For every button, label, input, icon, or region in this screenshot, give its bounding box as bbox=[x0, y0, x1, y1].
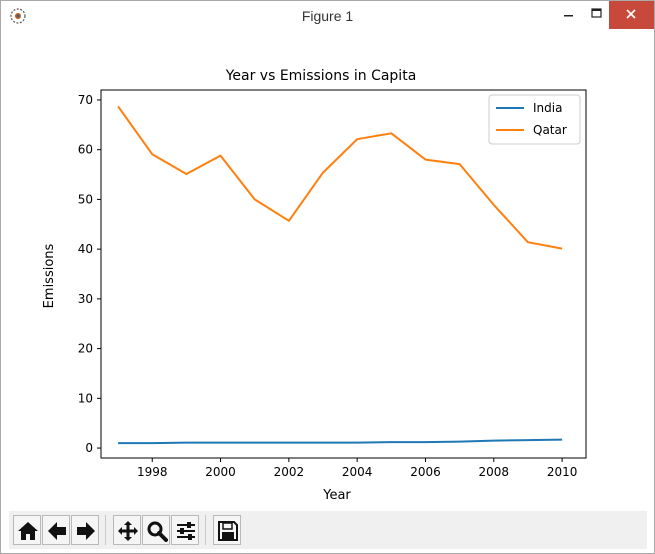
y-tick-label: 70 bbox=[78, 93, 93, 107]
home-button[interactable] bbox=[13, 515, 41, 545]
configure-subplots-button[interactable] bbox=[171, 515, 199, 545]
maximize-icon bbox=[591, 8, 602, 18]
sliders-icon bbox=[177, 522, 195, 540]
close-icon bbox=[626, 9, 636, 19]
series-line-qatar bbox=[117, 105, 563, 250]
save-button[interactable] bbox=[213, 515, 241, 545]
chart-title: Year vs Emissions in Capita bbox=[225, 68, 417, 84]
x-tick-label: 2008 bbox=[479, 465, 510, 479]
x-tick-label: 2000 bbox=[205, 465, 236, 479]
y-tick-label: 10 bbox=[78, 391, 93, 405]
magnifier-icon bbox=[147, 521, 168, 542]
x-tick-label: 1998 bbox=[137, 465, 168, 479]
x-tick-label: 2002 bbox=[274, 465, 305, 479]
close-button[interactable] bbox=[609, 1, 654, 29]
toolbar-separator bbox=[105, 515, 106, 545]
pan-button[interactable] bbox=[113, 515, 141, 545]
home-icon bbox=[18, 522, 38, 540]
floppy-disk-icon bbox=[218, 521, 238, 541]
zoom-button[interactable] bbox=[142, 515, 170, 545]
x-tick-label: 2004 bbox=[342, 465, 373, 479]
arrow-right-icon bbox=[77, 522, 95, 540]
legend-label-qatar: Qatar bbox=[533, 123, 567, 137]
forward-button[interactable] bbox=[71, 515, 99, 545]
y-tick-label: 60 bbox=[78, 143, 93, 157]
toolbar-separator bbox=[205, 515, 206, 545]
series-line-india bbox=[118, 438, 563, 445]
y-tick-label: 40 bbox=[78, 242, 93, 256]
x-axis-label: Year bbox=[322, 488, 351, 503]
minimize-button[interactable] bbox=[549, 1, 587, 29]
data-series bbox=[117, 105, 563, 445]
back-button[interactable] bbox=[42, 515, 70, 545]
arrow-left-icon bbox=[48, 522, 66, 540]
x-tick-label: 2006 bbox=[410, 465, 441, 479]
x-axis-ticks: 1998 2000 2002 2004 2006 2008 2010 bbox=[137, 458, 577, 479]
legend-label-india: India bbox=[533, 101, 562, 115]
navigation-toolbar bbox=[9, 511, 647, 549]
figure-icon bbox=[10, 8, 26, 24]
legend: India Qatar bbox=[488, 94, 581, 145]
figure-canvas[interactable]: Year vs Emissions in Capita 1998 2000 2002… bbox=[9, 33, 647, 511]
minimize-icon bbox=[564, 15, 573, 17]
y-axis-label: Emissions bbox=[42, 243, 57, 308]
y-axis-ticks: 0 10 20 30 40 50 60 70 bbox=[78, 93, 101, 455]
move-icon bbox=[118, 521, 138, 541]
maximize-button[interactable] bbox=[587, 1, 607, 29]
x-tick-label: 2010 bbox=[547, 465, 578, 479]
y-tick-label: 50 bbox=[78, 192, 93, 206]
title-bar[interactable]: Figure 1 bbox=[1, 1, 654, 32]
window-title: Figure 1 bbox=[301, 8, 354, 24]
y-tick-label: 30 bbox=[78, 292, 93, 306]
plot-area bbox=[100, 89, 587, 459]
y-tick-label: 20 bbox=[78, 342, 93, 356]
y-tick-label: 0 bbox=[85, 441, 93, 455]
